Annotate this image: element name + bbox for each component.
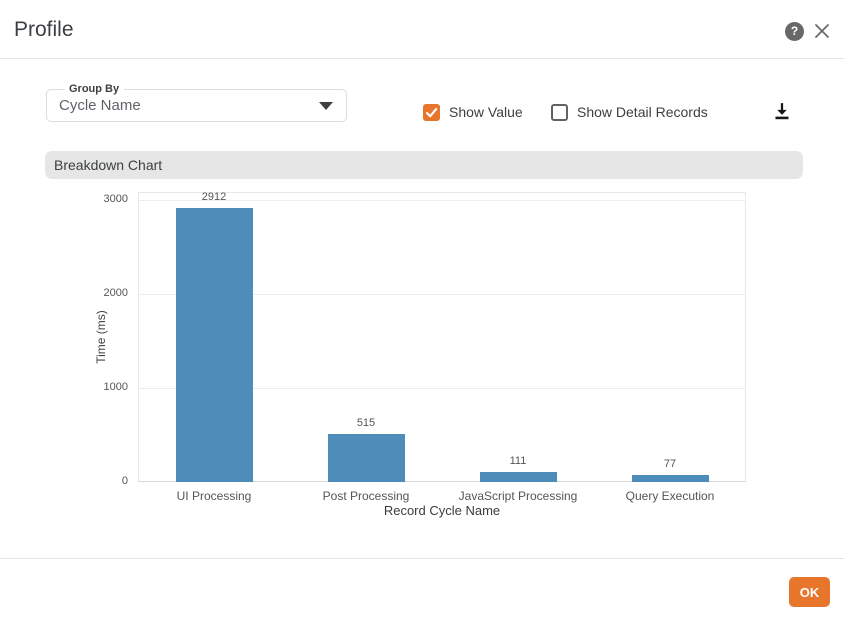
y-axis-title: Time (ms) (94, 310, 108, 364)
bar (480, 472, 557, 482)
gridline (139, 200, 745, 201)
y-tick-label: 1000 (103, 381, 128, 393)
show-value-label: Show Value (449, 104, 523, 120)
gridline (139, 388, 745, 389)
show-detail-records-label: Show Detail Records (577, 104, 708, 120)
download-icon[interactable] (773, 102, 791, 120)
bar-value-label: 515 (356, 417, 376, 429)
bar-value-label: 2912 (201, 191, 227, 203)
x-tick-label: UI Processing (176, 489, 252, 503)
group-by-label: Group By (64, 83, 125, 96)
bar-value-label: 77 (663, 458, 677, 470)
checkbox-unchecked-icon (551, 103, 568, 121)
gridline (139, 294, 745, 295)
y-tick-label: 0 (121, 475, 128, 487)
ok-button[interactable]: OK (789, 577, 830, 607)
checkbox-checked-icon (423, 103, 440, 121)
bar (632, 475, 709, 482)
group-by-value: Cycle Name (59, 97, 141, 114)
y-tick-label: 2000 (103, 287, 128, 299)
footer-divider (0, 558, 844, 559)
x-tick-label: JavaScript Processing (458, 489, 578, 503)
section-header: Breakdown Chart (45, 151, 803, 179)
x-tick-label: Post Processing (322, 489, 410, 503)
close-icon[interactable] (813, 22, 831, 40)
help-icon[interactable]: ? (785, 22, 804, 41)
x-tick-label: Query Execution (625, 489, 715, 503)
bar (328, 434, 405, 482)
bar (176, 208, 253, 482)
y-tick-label: 3000 (103, 193, 128, 205)
dialog-header: Profile ? (0, 0, 844, 59)
chevron-down-icon (319, 102, 333, 110)
dialog-title: Profile (14, 18, 74, 41)
bar-value-label: 111 (509, 455, 527, 467)
show-value-checkbox[interactable]: Show Value (423, 103, 523, 121)
show-detail-records-checkbox[interactable]: Show Detail Records (551, 103, 708, 121)
group-by-select[interactable]: Group By Cycle Name (46, 83, 347, 122)
x-axis-title: Record Cycle Name (383, 503, 501, 518)
